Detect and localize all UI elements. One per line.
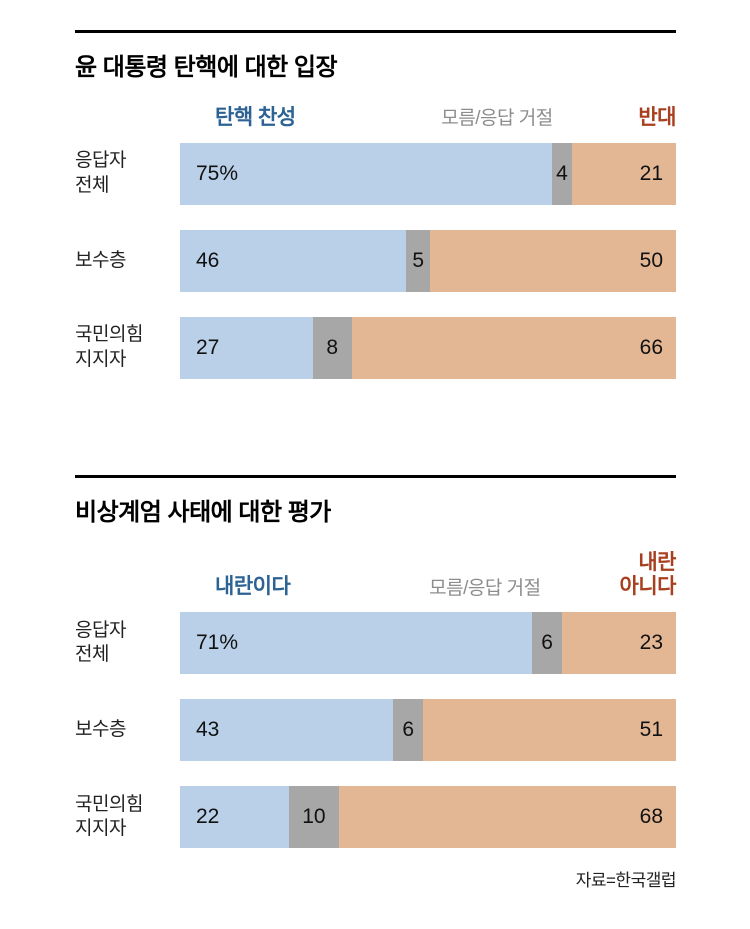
chart-title: 비상계엄 사태에 대한 평가 (75, 499, 331, 527)
segment-support (180, 143, 552, 206)
row-label: 응답자 전체 (75, 619, 126, 666)
segment-oppose (561, 612, 676, 675)
row-label: 국민의힘 지지자 (75, 324, 143, 371)
chart-legend: 내란이다 모름/응답 거절 내란 아니다 (180, 551, 676, 599)
bar-value-support: 27 (196, 336, 220, 360)
chart-rows: 응답자 전체 75% 4 21 보수층 46 5 50 국민의힘 지지자 27 8 66 (75, 143, 676, 380)
bar-value-unknown: 4 (556, 162, 568, 186)
bar-value-oppose: 51 (639, 718, 663, 742)
segment-oppose (351, 317, 676, 380)
bar-value-oppose: 23 (639, 631, 663, 655)
row-label: 보수층 (75, 249, 126, 271)
chart-section-impeachment: 윤 대통령 탄핵에 대한 입장 탄핵 찬성 모름/응답 거절 반대 응답자 전체 75… (75, 30, 676, 380)
segment-oppose (571, 143, 676, 206)
segment-support (180, 317, 313, 380)
bar-value-unknown: 10 (302, 805, 326, 829)
segment-oppose (423, 699, 676, 762)
stacked-bar: 46 5 50 (180, 230, 676, 293)
bar-value-support: 46 (196, 249, 220, 273)
legend-label-unknown: 모름/응답 거절 (441, 108, 553, 130)
segment-support (180, 230, 406, 293)
segment-unknown (405, 230, 431, 293)
row-label: 국민의힘 지지자 (75, 793, 143, 840)
chart-title: 윤 대통령 탄핵에 대한 입장 (75, 54, 338, 81)
stacked-bar: 75% 4 21 (180, 143, 676, 206)
bar-row: 국민의힘 지지자 27 8 66 (75, 317, 676, 380)
bar-value-oppose: 68 (639, 805, 663, 829)
segment-unknown (312, 317, 352, 380)
row-label: 응답자 전체 (75, 150, 126, 197)
bar-row: 보수층 43 6 51 (75, 699, 676, 762)
segment-support (180, 612, 533, 675)
bar-value-support: 43 (196, 718, 220, 742)
divider-rule (75, 475, 676, 479)
segment-unknown (289, 786, 339, 849)
bar-value-oppose: 50 (639, 249, 663, 273)
segment-unknown (532, 612, 562, 675)
segment-unknown (393, 699, 424, 762)
legend-label-oppose: 내란 아니다 (619, 551, 677, 599)
bar-row: 응답자 전체 75% 4 21 (75, 143, 676, 206)
segment-oppose (338, 786, 676, 849)
legend-label-support: 탄핵 찬성 (215, 106, 296, 129)
segment-support (180, 786, 290, 849)
segment-oppose (430, 230, 676, 293)
bar-value-oppose: 21 (639, 162, 663, 186)
bar-value-support: 71% (196, 631, 239, 655)
bar-row: 응답자 전체 71% 6 23 (75, 612, 676, 675)
stacked-bar: 27 8 66 (180, 317, 676, 380)
segment-unknown (552, 143, 572, 206)
bar-row: 보수층 46 5 50 (75, 230, 676, 293)
legend-label-support: 내란이다 (215, 575, 291, 599)
divider-rule (75, 30, 676, 33)
segment-support (180, 699, 394, 762)
bar-value-oppose: 66 (639, 336, 663, 360)
row-label: 보수층 (75, 719, 126, 741)
source-note: 자료=한국갤럽 (575, 871, 677, 891)
bar-value-unknown: 8 (326, 336, 339, 360)
bar-value-support: 22 (196, 805, 220, 829)
legend-label-unknown: 모름/응답 거절 (429, 577, 541, 599)
bar-row: 국민의힘 지지자 22 10 68 (75, 786, 676, 849)
chart-legend: 탄핵 찬성 모름/응답 거절 반대 (180, 106, 676, 130)
stacked-bar: 71% 6 23 (180, 612, 676, 675)
chart-rows: 응답자 전체 71% 6 23 보수층 43 6 51 국민의힘 지지자 22 10 68 (75, 612, 676, 849)
legend-label-oppose: 반대 (638, 106, 676, 129)
bar-value-unknown: 6 (402, 718, 414, 742)
infographic: 윤 대통령 탄핵에 대한 입장 탄핵 찬성 모름/응답 거절 반대 응답자 전체 75… (75, 0, 677, 891)
bar-value-unknown: 6 (541, 631, 553, 655)
bar-value-support: 75% (196, 162, 239, 186)
stacked-bar: 22 10 68 (180, 786, 676, 849)
chart-section-martial-law: 비상계엄 사태에 대한 평가 내란이다 모름/응답 거절 내란 아니다 응답자 전체… (75, 475, 676, 849)
stacked-bar: 43 6 51 (180, 699, 676, 762)
bar-value-unknown: 5 (412, 249, 425, 273)
